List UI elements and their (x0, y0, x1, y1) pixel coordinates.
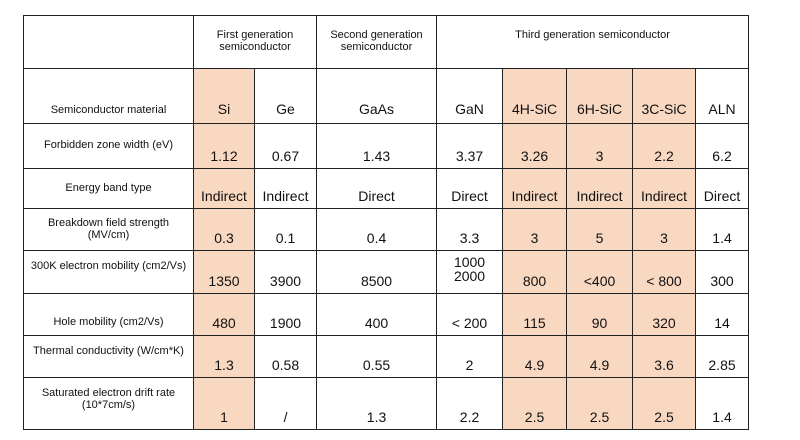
value-cell: 480 (193, 293, 255, 336)
header-corner-cell (23, 15, 194, 69)
value-cell: 0.4 (316, 208, 438, 251)
value-cell: 3 (566, 123, 634, 169)
gan-mobility-cell: 1000 2000 (436, 250, 504, 294)
value-cell: 90 (566, 293, 634, 336)
cell-ge: Ge (253, 68, 318, 124)
cell-gaas: GaAs (316, 68, 438, 124)
material-row: Semiconductor material Si Ge GaAs GaN 4H… (23, 68, 750, 124)
value-cell: 3 (502, 208, 568, 251)
value-cell: 3.26 (502, 123, 568, 169)
row-label-drift-rate: Saturated electron drift rate (10*7cm/s) (23, 377, 194, 430)
value-cell: Indirect (632, 168, 697, 209)
value-cell: Indirect (566, 168, 634, 209)
value-cell: <400 (566, 250, 634, 294)
value-cell: 0.1 (253, 208, 318, 251)
value-cell: 1.12 (193, 123, 255, 169)
row-label-electron-mobility: 300K electron mobility (cm2/Vs) (23, 250, 194, 294)
row-label-bandgap: Forbidden zone width (eV) (23, 123, 194, 169)
value-cell: Indirect (193, 168, 255, 209)
value-cell: 2.5 (566, 377, 634, 430)
value-cell: 3.37 (436, 123, 504, 169)
bandgap-row: Forbidden zone width (eV) 1.12 0.67 1.43… (23, 123, 750, 169)
drift-rate-row: Saturated electron drift rate (10*7cm/s)… (23, 377, 750, 430)
row-label-thermal: Thermal conductivity (W/cm*K) (23, 335, 194, 378)
value-cell: 6.2 (695, 123, 750, 169)
electron-mobility-row: 300K electron mobility (cm2/Vs) 1350 390… (23, 250, 750, 294)
value-cell: Direct (436, 168, 504, 209)
value-cell: 2.2 (436, 377, 504, 430)
gan-mobility-value-b: 2000 (453, 267, 486, 284)
row-label-breakdown: Breakdown field strength (MV/cm) (23, 208, 194, 251)
value-cell: 0.55 (316, 335, 438, 378)
band-type-row: Energy band type Indirect Indirect Direc… (23, 168, 750, 209)
value-cell: 4.9 (502, 335, 568, 378)
value-cell: 2 (436, 335, 504, 378)
third-gen-header: Third generation semiconductor (436, 15, 750, 69)
value-cell: 1900 (253, 293, 318, 336)
value-cell: 4.9 (566, 335, 634, 378)
value-cell: Indirect (253, 168, 318, 209)
value-cell: 400 (316, 293, 438, 336)
value-cell: Indirect (502, 168, 568, 209)
value-cell: < 800 (632, 250, 697, 294)
thermal-row: Thermal conductivity (W/cm*K) 1.3 0.58 0… (23, 335, 750, 378)
cell-aln: ALN (695, 68, 750, 124)
value-cell: 300 (695, 250, 750, 294)
cell-si: Si (193, 68, 255, 124)
value-cell: 8500 (316, 250, 438, 294)
row-label-material: Semiconductor material (23, 68, 194, 124)
value-cell: < 200 (436, 293, 504, 336)
value-cell: 5 (566, 208, 634, 251)
value-cell: 1.4 (695, 377, 750, 430)
value-cell: 115 (502, 293, 568, 336)
value-cell: 1.3 (193, 335, 255, 378)
value-cell: 0.67 (253, 123, 318, 169)
breakdown-row: Breakdown field strength (MV/cm) 0.3 0.1… (23, 208, 750, 251)
row-label-band-type: Energy band type (23, 168, 194, 209)
value-cell: 0.3 (193, 208, 255, 251)
value-cell: 3900 (253, 250, 318, 294)
hole-mobility-row: Hole mobility (cm2/Vs) 480 1900 400 < 20… (23, 293, 750, 336)
first-gen-header: First generation semiconductor (192, 15, 318, 69)
value-cell: 1.43 (316, 123, 438, 169)
second-gen-header: Second generation semiconductor (316, 15, 438, 69)
value-cell: Direct (695, 168, 750, 209)
value-cell: 320 (632, 293, 697, 336)
value-cell: 1.3 (316, 377, 438, 430)
value-cell: 3.3 (436, 208, 504, 251)
cell-gan: GaN (436, 68, 504, 124)
value-cell: 800 (502, 250, 568, 294)
cell-3c-sic: 3C-SiC (632, 68, 697, 124)
value-cell: 2.85 (695, 335, 750, 378)
value-cell: 3.6 (632, 335, 697, 378)
header-row: First generation semiconductor Second ge… (23, 15, 750, 69)
gan-mobility-stack: 1000 2000 (453, 254, 486, 289)
gan-mobility-value-a: 1000 (453, 254, 486, 271)
value-cell: Direct (316, 168, 438, 209)
cell-6h-sic: 6H-SiC (566, 68, 634, 124)
semiconductor-comparison-table: First generation semiconductor Second ge… (23, 15, 750, 430)
value-cell: 1 (193, 377, 255, 430)
value-cell: 1350 (193, 250, 255, 294)
value-cell: / (253, 377, 318, 430)
value-cell: 2.5 (502, 377, 568, 430)
value-cell: 2.5 (632, 377, 697, 430)
value-cell: 14 (695, 293, 750, 336)
row-label-hole-mobility: Hole mobility (cm2/Vs) (23, 293, 194, 336)
value-cell: 2.2 (632, 123, 697, 169)
value-cell: 0.58 (253, 335, 318, 378)
value-cell: 3 (632, 208, 697, 251)
value-cell: 1.4 (695, 208, 750, 251)
cell-4h-sic: 4H-SiC (502, 68, 568, 124)
